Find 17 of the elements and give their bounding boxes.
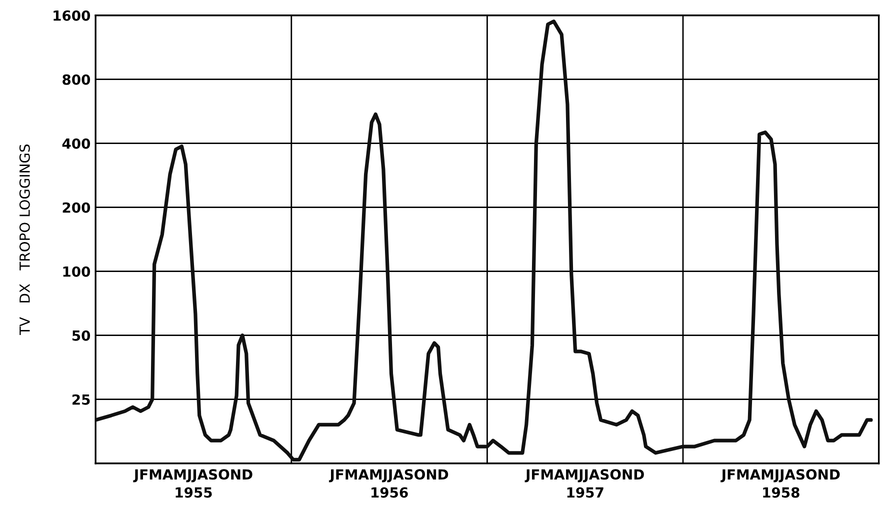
x-tick-label: 1957 xyxy=(567,487,604,498)
text: JFMAMJJASOND xyxy=(720,469,840,482)
y-tick-label: 800 xyxy=(62,74,90,85)
line-series xyxy=(96,20,873,462)
y-tick-label: 50 xyxy=(72,330,90,341)
y-tick-label: 200 xyxy=(62,202,90,213)
y-tick-label: 400 xyxy=(62,138,90,149)
text: JFMAMJJASOND xyxy=(524,469,644,482)
y-tick-label: 25 xyxy=(72,394,90,405)
x-tick-label: 1956 xyxy=(372,487,408,498)
y-tick-label: 100 xyxy=(63,266,90,277)
y-tick-label: 1600 xyxy=(54,10,90,21)
text: JFMAMJJASOND xyxy=(328,469,448,482)
text: JFMAMJJASOND xyxy=(133,469,252,482)
y-axis-title: TV DX TROPO LOGGINGS xyxy=(19,144,30,336)
x-tick-label: 1955 xyxy=(176,487,212,498)
x-tick-label: 1958 xyxy=(763,487,800,498)
